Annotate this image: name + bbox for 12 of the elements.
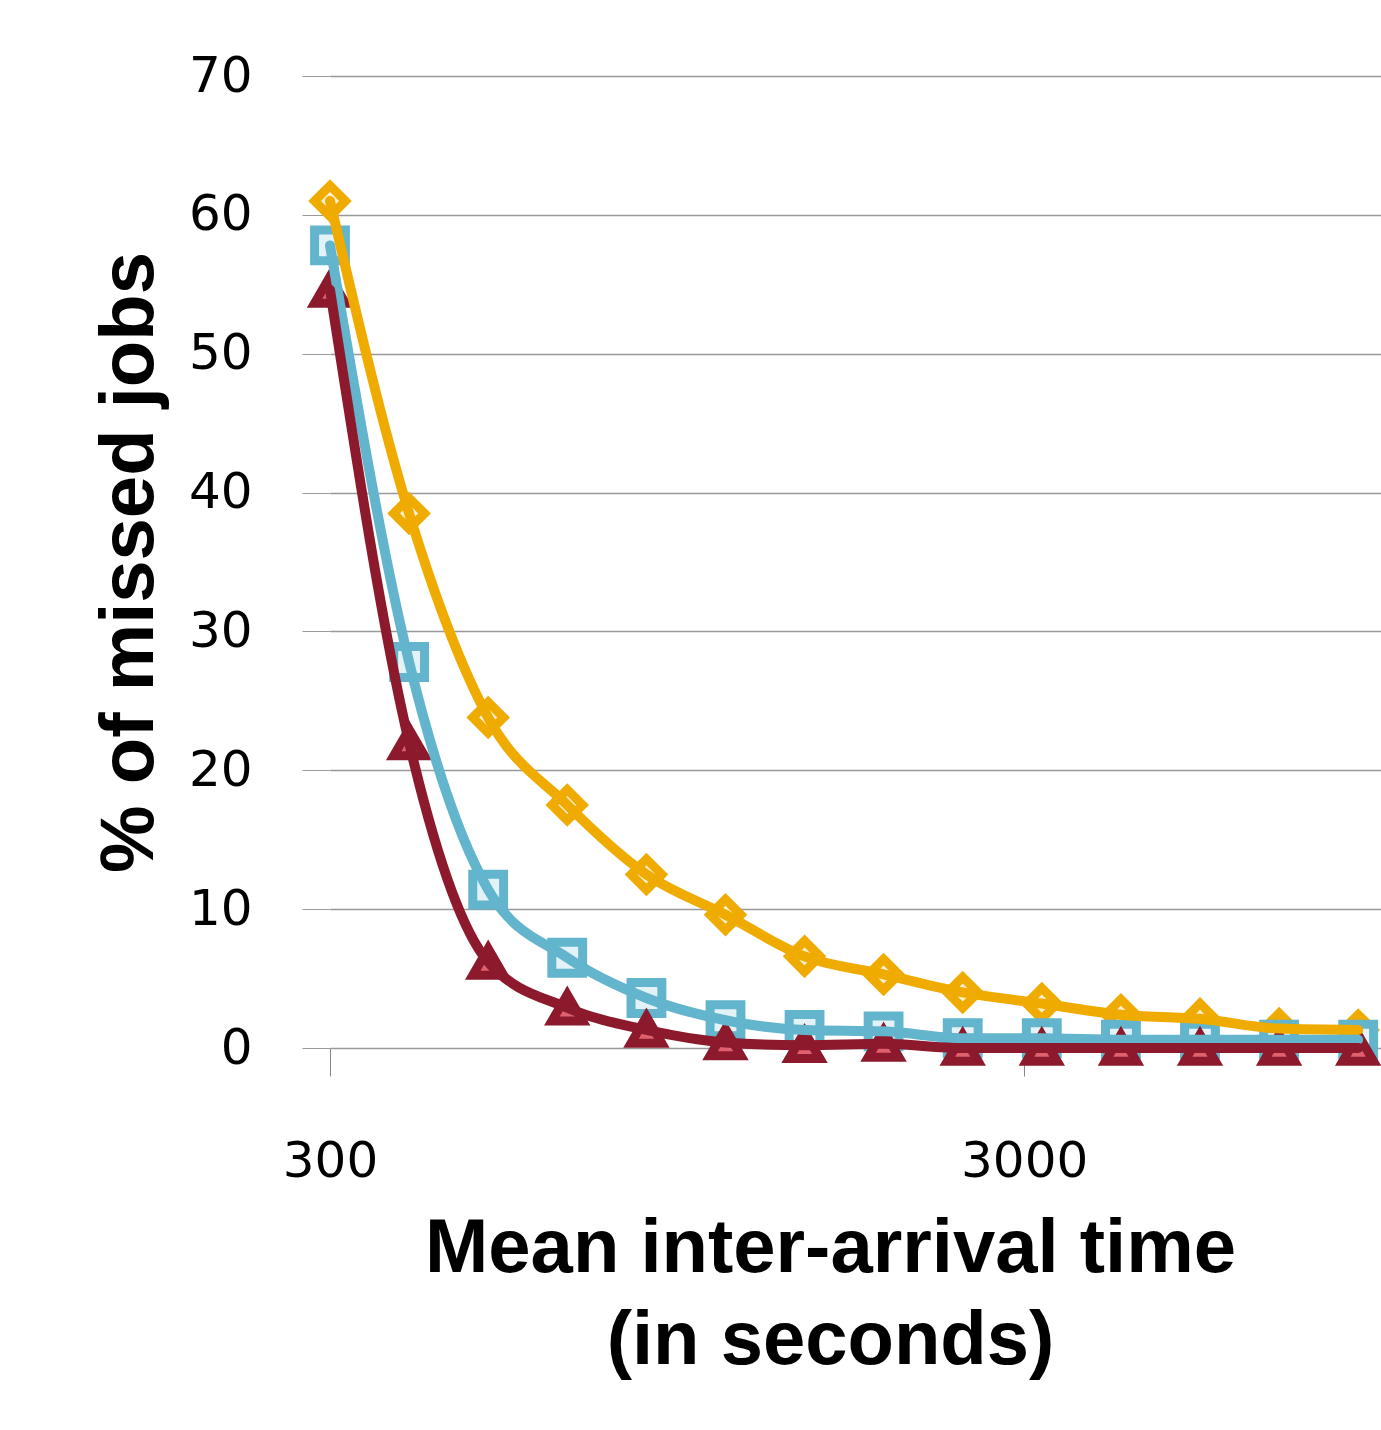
y-tick-label: 40 bbox=[188, 462, 253, 521]
x-axis-title: Mean inter-arrival time (in seconds) bbox=[425, 1202, 1236, 1380]
y-axis-title: % of missed jobs bbox=[83, 252, 169, 873]
x-tick-label: 300 bbox=[282, 1130, 379, 1189]
y-tick-label: 70 bbox=[188, 45, 253, 104]
y-tick-label: 30 bbox=[188, 600, 253, 659]
y-tick-label: 20 bbox=[188, 739, 253, 798]
y-tick-label: 60 bbox=[188, 184, 253, 243]
y-tick-label: 10 bbox=[188, 878, 253, 937]
y-tick-label: 0 bbox=[220, 1017, 253, 1076]
x-tick-label: 3000 bbox=[961, 1130, 1089, 1189]
y-tick-label: 50 bbox=[188, 323, 253, 382]
